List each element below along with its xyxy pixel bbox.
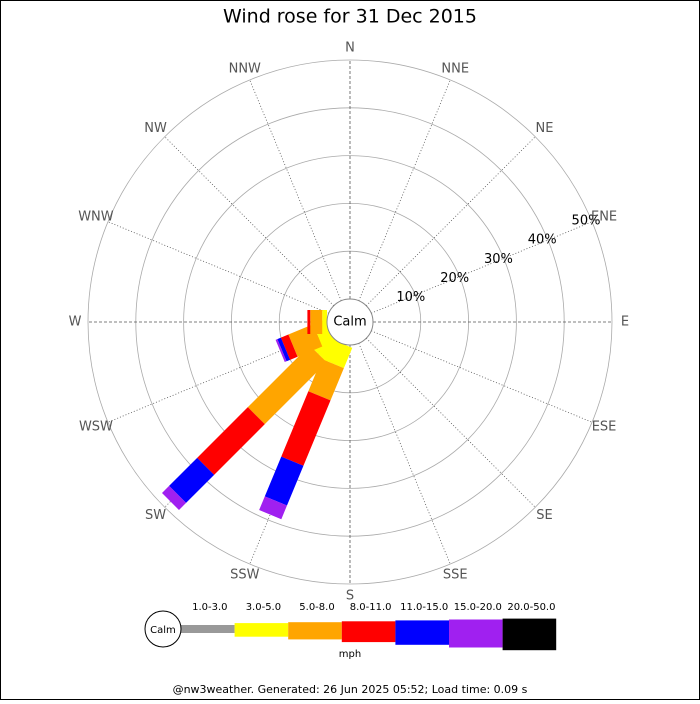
- direction-label: NW: [144, 121, 167, 136]
- direction-label: S: [346, 589, 354, 604]
- legend-label: 1.0-3.0: [192, 602, 227, 613]
- spoke: [365, 136, 536, 307]
- legend-label: 20.0-50.0: [507, 602, 555, 613]
- legend-swatch: [181, 625, 235, 633]
- legend-swatch: [288, 622, 342, 640]
- direction-label: SSW: [230, 568, 260, 583]
- spoke: [371, 330, 593, 423]
- direction-label: NNE: [441, 61, 469, 76]
- bar-segment: [280, 334, 298, 360]
- bar-segment: [281, 391, 331, 466]
- legend-calm-circle: [144, 610, 182, 648]
- bar-segment: [307, 310, 311, 334]
- direction-label: W: [69, 315, 82, 330]
- chart-title: Wind rose for 31 Dec 2015: [223, 6, 477, 28]
- legend-label: 5.0-8.0: [299, 602, 334, 613]
- bar-segment: [264, 456, 304, 506]
- spoke: [358, 343, 451, 565]
- direction-label: N: [345, 41, 355, 56]
- bar-segment: [247, 345, 327, 425]
- calm-label: Calm: [333, 315, 366, 330]
- spoke: [365, 337, 536, 508]
- bar-segment: [197, 407, 265, 475]
- legend-label: 8.0-11.0: [350, 602, 392, 613]
- footer: @nw3weather. Generated: 26 Jun 2025 05:5…: [173, 683, 528, 696]
- legend-calm-label: Calm: [150, 625, 176, 636]
- direction-label: ESE: [592, 419, 617, 434]
- legend-swatch: [341, 621, 396, 643]
- bar-segment: [169, 457, 215, 503]
- bar-segment: [277, 337, 291, 362]
- legend-label: 15.0-20.0: [454, 602, 502, 613]
- spoke: [358, 79, 451, 301]
- direction-label: SSE: [443, 568, 468, 583]
- r-tick-label: 50%: [572, 213, 601, 228]
- direction-label: WNW: [78, 210, 114, 225]
- legend-label: 3.0-5.0: [246, 602, 281, 613]
- bar-segment: [161, 485, 187, 511]
- legend-swatch: [449, 619, 503, 648]
- direction-label: SW: [145, 508, 166, 523]
- legend-swatch: [502, 618, 557, 651]
- calm-circle: [326, 298, 374, 346]
- spoke: [249, 79, 342, 301]
- spoke: [164, 136, 335, 307]
- r-tick-label: 30%: [484, 252, 513, 267]
- spoke: [107, 221, 329, 314]
- grid-ring: [87, 59, 613, 585]
- direction-label: E: [621, 315, 629, 330]
- legend-swatch: [234, 623, 289, 637]
- unit-label: mph: [339, 649, 361, 660]
- bar-segment: [322, 310, 328, 334]
- bar-segment: [275, 339, 287, 363]
- direction-label: ENE: [591, 210, 617, 225]
- r-tick-label: 10%: [396, 290, 425, 305]
- grid-ring: [183, 155, 517, 489]
- direction-label: WSW: [79, 419, 113, 434]
- bar-segment: [308, 358, 344, 401]
- spoke: [371, 221, 593, 314]
- direction-label: SE: [536, 508, 552, 523]
- direction-label: NE: [535, 121, 553, 136]
- direction-label: NNW: [229, 61, 261, 76]
- bar-segment: [259, 496, 287, 520]
- bar-segment: [310, 310, 323, 334]
- legend-label: 11.0-15.0: [400, 602, 448, 613]
- legend-swatch: [395, 620, 449, 645]
- r-tick-label: 40%: [528, 233, 557, 248]
